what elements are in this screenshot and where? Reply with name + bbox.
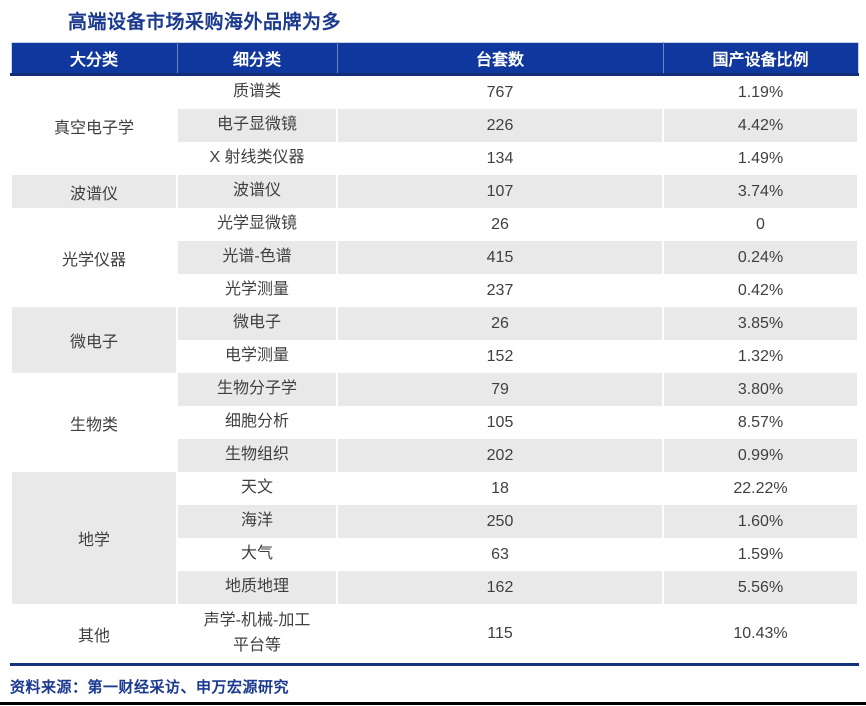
equipment-table: 大分类 细分类 台套数 国产设备比例 真空电子学 质谱类 767 1.19% 电子显微镜… [10, 42, 859, 666]
category-cell: 真空电子学 [10, 74, 178, 175]
table-row: 大气 63 1.59% [11, 538, 859, 571]
category-cell: 微电子 [10, 307, 178, 373]
subcategory-cell: 大气 [176, 538, 338, 571]
subcategory-cell: 微电子 [176, 307, 338, 340]
subcategory-cell: 电学测量 [176, 340, 338, 373]
ratio-cell: 22.22% [662, 472, 859, 505]
ratio-cell: 4.42% [662, 109, 859, 142]
table-row: 生物组织 202 0.99% [11, 439, 859, 472]
count-cell: 415 [336, 241, 664, 274]
header-unit-count: 台套数 [336, 42, 664, 76]
table-header: 大分类 细分类 台套数 国产设备比例 [10, 42, 859, 76]
table-row: 电子显微镜 226 4.42% [11, 109, 859, 142]
table-row: 电学测量 152 1.32% [11, 340, 859, 373]
ratio-cell: 0.42% [662, 274, 859, 307]
subcategory-cell: 生物分子学 [176, 373, 338, 406]
ratio-cell: 3.80% [662, 373, 859, 406]
data-source-note: 资料来源：第一财经采访、申万宏源研究 [10, 679, 290, 696]
count-cell: 152 [336, 340, 664, 373]
ratio-cell: 3.85% [662, 307, 859, 340]
count-cell: 26 [336, 208, 664, 241]
category-cell: 生物类 [10, 373, 178, 472]
count-cell: 237 [336, 274, 664, 307]
subcategory-cell: 光谱-色谱 [176, 241, 338, 274]
subcategory-cell: 波谱仪 [176, 175, 338, 208]
table-row: 光学仪器 光学显微镜 26 0 [10, 208, 859, 307]
table-row: X 射线类仪器 134 1.49% [11, 142, 859, 175]
table-row: 光谱-色谱 415 0.24% [11, 241, 859, 274]
category-cell: 波谱仪 [10, 175, 178, 208]
ratio-cell: 5.56% [662, 571, 859, 604]
subcategory-cell: 地质地理 [176, 571, 338, 604]
subcategory-cell: 光学显微镜 [176, 208, 338, 241]
table-row: 光学测量 237 0.42% [11, 274, 859, 307]
table-row: 地学 天文 18 22.22% [10, 472, 859, 604]
count-cell: 26 [336, 307, 664, 340]
table-row: 真空电子学 质谱类 767 1.19% [10, 74, 859, 175]
table-title: 高端设备市场采购海外品牌为多 [68, 12, 342, 33]
count-cell: 767 [336, 74, 664, 109]
table-row: 细胞分析 105 8.57% [11, 406, 859, 439]
category-cell: 光学仪器 [10, 208, 178, 307]
count-cell: 79 [336, 373, 664, 406]
subcategory-cell: 生物组织 [176, 439, 338, 472]
subcategory-cell: 光学测量 [176, 274, 338, 307]
ratio-cell: 10.43% [662, 604, 859, 665]
count-cell: 202 [336, 439, 664, 472]
subcategory-cell: 海洋 [176, 505, 338, 538]
header-subcategory: 细分类 [176, 42, 338, 76]
subcategory-cell: 细胞分析 [176, 406, 338, 439]
subcategory-cell: 声学-机械-加工 平台等 [176, 604, 338, 665]
count-cell: 134 [336, 142, 664, 175]
count-cell: 18 [336, 472, 664, 505]
table-body: 真空电子学 质谱类 767 1.19% 电子显微镜 226 4.42% X 射线类仪器 134 1… [10, 74, 859, 665]
count-cell: 115 [336, 604, 664, 665]
ratio-cell: 0.24% [662, 241, 859, 274]
ratio-cell: 1.60% [662, 505, 859, 538]
ratio-cell: 1.49% [662, 142, 859, 175]
subcategory-cell: X 射线类仪器 [176, 142, 338, 175]
count-cell: 250 [336, 505, 664, 538]
bottom-divider [0, 702, 866, 705]
subcategory-cell: 天文 [176, 472, 338, 505]
ratio-cell: 0 [662, 208, 859, 241]
header-domestic-ratio: 国产设备比例 [662, 42, 859, 76]
ratio-cell: 1.32% [662, 340, 859, 373]
category-cell: 地学 [10, 472, 178, 604]
table-row: 其他 声学-机械-加工 平台等 115 10.43% [10, 604, 859, 665]
ratio-cell: 8.57% [662, 406, 859, 439]
count-cell: 162 [336, 571, 664, 604]
ratio-cell: 0.99% [662, 439, 859, 472]
count-cell: 63 [336, 538, 664, 571]
count-cell: 226 [336, 109, 664, 142]
header-category: 大分类 [10, 42, 178, 76]
subcategory-cell: 电子显微镜 [176, 109, 338, 142]
count-cell: 107 [336, 175, 664, 208]
count-cell: 105 [336, 406, 664, 439]
subcategory-cell: 质谱类 [176, 74, 338, 109]
table-row: 微电子 微电子 26 3.85% [10, 307, 859, 373]
table-row: 波谱仪 波谱仪 107 3.74% [10, 175, 859, 208]
category-cell: 其他 [10, 604, 178, 665]
table-row: 地质地理 162 5.56% [11, 571, 859, 604]
ratio-cell: 1.59% [662, 538, 859, 571]
ratio-cell: 3.74% [662, 175, 859, 208]
table-row: 生物类 生物分子学 79 3.80% [10, 373, 859, 472]
ratio-cell: 1.19% [662, 74, 859, 109]
table-row: 海洋 250 1.60% [11, 505, 859, 538]
